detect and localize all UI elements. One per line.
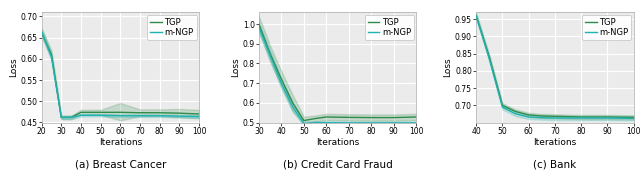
m-NGP	[499, 106, 506, 108]
Text: (c) Bank: (c) Bank	[533, 160, 577, 170]
TGP	[278, 78, 285, 80]
Legend: TGP, m-NGP: TGP, m-NGP	[365, 15, 414, 40]
TGP	[175, 112, 183, 114]
TGP	[604, 116, 611, 118]
m-NGP	[577, 117, 585, 119]
X-axis label: Iterations: Iterations	[533, 138, 577, 148]
m-NGP	[630, 117, 637, 119]
m-NGP	[255, 26, 262, 28]
TGP	[136, 112, 144, 114]
m-NGP	[47, 56, 55, 58]
m-NGP	[390, 122, 397, 124]
Y-axis label: Loss: Loss	[444, 58, 452, 77]
X-axis label: Iterations: Iterations	[316, 138, 359, 148]
TGP	[525, 114, 532, 116]
TGP	[538, 115, 545, 117]
TGP	[38, 32, 45, 34]
m-NGP	[551, 117, 559, 119]
TGP	[58, 116, 65, 118]
TGP	[289, 102, 296, 104]
m-NGP	[195, 116, 203, 118]
m-NGP	[97, 114, 104, 116]
TGP	[413, 116, 420, 118]
m-NGP	[472, 15, 480, 17]
m-NGP	[278, 82, 285, 84]
m-NGP	[538, 117, 545, 119]
Y-axis label: Loss: Loss	[9, 58, 18, 77]
TGP	[195, 113, 203, 115]
TGP	[323, 116, 330, 118]
m-NGP	[38, 30, 45, 32]
Line: TGP: TGP	[259, 24, 417, 121]
TGP	[630, 116, 637, 118]
TGP	[499, 104, 506, 106]
Legend: TGP, m-NGP: TGP, m-NGP	[147, 15, 196, 40]
m-NGP	[175, 115, 183, 117]
m-NGP	[525, 116, 532, 118]
m-NGP	[136, 115, 144, 117]
Line: TGP: TGP	[42, 33, 199, 117]
TGP	[47, 54, 55, 56]
Line: m-NGP: m-NGP	[259, 27, 417, 124]
Line: m-NGP: m-NGP	[476, 16, 634, 118]
m-NGP	[156, 115, 164, 117]
m-NGP	[604, 117, 611, 119]
TGP	[300, 120, 308, 122]
m-NGP	[485, 58, 493, 60]
m-NGP	[311, 122, 319, 124]
m-NGP	[413, 122, 420, 124]
TGP	[77, 111, 85, 113]
Line: TGP: TGP	[476, 16, 634, 117]
TGP	[266, 52, 274, 55]
TGP	[97, 111, 104, 113]
Y-axis label: Loss: Loss	[231, 58, 240, 77]
m-NGP	[289, 106, 296, 108]
m-NGP	[58, 116, 65, 118]
m-NGP	[77, 114, 85, 116]
Legend: TGP, m-NGP: TGP, m-NGP	[582, 15, 631, 40]
m-NGP	[116, 115, 124, 117]
TGP	[472, 15, 480, 17]
m-NGP	[367, 122, 375, 124]
TGP	[511, 110, 519, 113]
Line: m-NGP: m-NGP	[42, 31, 199, 117]
TGP	[345, 116, 353, 118]
TGP	[577, 116, 585, 118]
TGP	[116, 111, 124, 113]
m-NGP	[511, 113, 519, 115]
TGP	[156, 112, 164, 114]
m-NGP	[266, 55, 274, 57]
TGP	[255, 23, 262, 25]
m-NGP	[300, 122, 308, 125]
m-NGP	[345, 122, 353, 124]
TGP	[390, 117, 397, 119]
TGP	[67, 116, 75, 118]
Text: (b) Credit Card Fraud: (b) Credit Card Fraud	[283, 160, 392, 170]
TGP	[311, 118, 319, 120]
TGP	[485, 56, 493, 58]
m-NGP	[67, 116, 75, 118]
m-NGP	[323, 122, 330, 124]
Text: (a) Breast Cancer: (a) Breast Cancer	[75, 160, 166, 170]
TGP	[367, 117, 375, 119]
X-axis label: Iterations: Iterations	[99, 138, 142, 148]
TGP	[551, 115, 559, 117]
